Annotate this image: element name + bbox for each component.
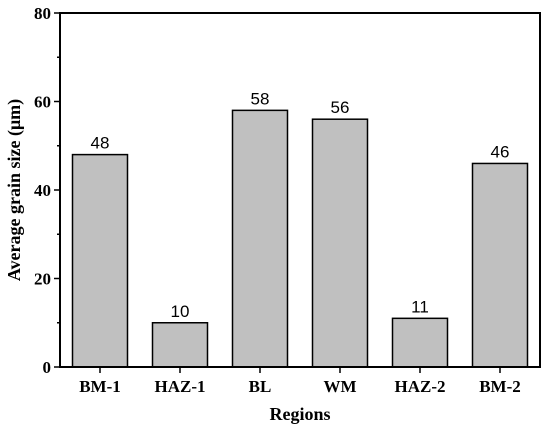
y-tick-label-80: 80 [34, 4, 51, 23]
y-axis-title: Average grain size (μm) [4, 99, 25, 281]
x-tick-label-bm-1: BM-1 [79, 377, 121, 396]
data-label-haz-2: 11 [411, 297, 429, 316]
x-tick-label-bm-2: BM-2 [479, 377, 521, 396]
y-axis-ticks: 0 20 40 60 80 [34, 4, 60, 377]
bar-bm-2 [471, 162, 529, 368]
x-tick-label-bl: BL [249, 377, 272, 396]
bar-bl [231, 109, 289, 368]
bar-wm [311, 118, 369, 368]
data-label-bm-2: 46 [491, 142, 510, 161]
x-axis-title: Regions [269, 404, 330, 424]
y-tick-label-60: 60 [34, 93, 51, 112]
data-label-bm-1: 48 [91, 134, 110, 153]
bar-haz-2 [391, 317, 449, 368]
bars-group [71, 109, 529, 368]
bar-haz-1 [151, 322, 209, 368]
x-tick-label-haz-1: HAZ-1 [155, 377, 206, 396]
data-label-wm: 56 [331, 98, 350, 117]
data-labels-group: 48 10 58 56 11 46 [91, 89, 510, 320]
x-axis-ticks: BM-1 HAZ-1 BL WM HAZ-2 BM-2 [79, 367, 521, 396]
bar-bm-1 [71, 153, 129, 368]
data-label-bl: 58 [251, 89, 270, 108]
y-tick-label-0: 0 [43, 358, 52, 377]
data-label-haz-1: 10 [171, 302, 190, 321]
plot-frame [59, 12, 541, 368]
x-tick-label-wm: WM [323, 377, 356, 396]
y-tick-label-20: 20 [34, 270, 51, 289]
x-tick-label-haz-2: HAZ-2 [395, 377, 446, 396]
y-tick-label-40: 40 [34, 181, 51, 200]
